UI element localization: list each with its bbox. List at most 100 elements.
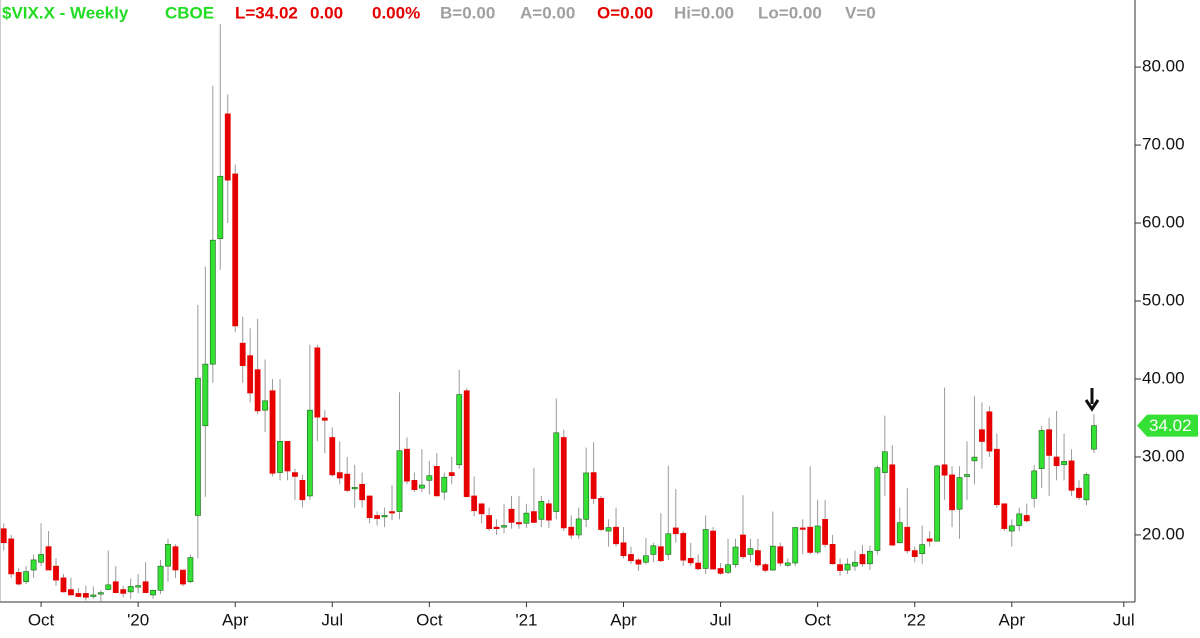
header: $VIX.X - Weekly CBOE L=34.02 0.00 0.00% B=0.0…: [2, 3, 876, 22]
price-tag-label: 34.02: [1149, 416, 1192, 435]
candle-body: [702, 529, 709, 569]
candle-body: [523, 512, 530, 524]
candle-body: [575, 518, 582, 536]
candle-body: [239, 342, 246, 367]
y-tick-label: 50.00: [1142, 290, 1185, 309]
candle-body: [695, 562, 702, 570]
candle-body: [68, 589, 74, 596]
candle-body: [1083, 474, 1090, 501]
x-tick-label: Oct: [28, 610, 55, 629]
candle-body: [82, 593, 89, 598]
header-item: B=0.00: [440, 3, 495, 22]
candle-body: [710, 530, 717, 570]
candle-body: [135, 585, 142, 588]
candle-body: [23, 571, 30, 583]
candle-body: [232, 173, 239, 327]
candle-body: [896, 522, 903, 544]
candle-body: [1023, 515, 1030, 522]
candle-body: [680, 533, 687, 561]
candle-body: [254, 369, 261, 412]
header-item: Lo=0.00: [758, 3, 822, 22]
x-tick-label: Jul: [710, 610, 732, 629]
candle-body: [1046, 429, 1053, 456]
candle-body: [441, 476, 448, 493]
header-item: CBOE: [165, 3, 214, 22]
candle-body: [262, 400, 268, 411]
candle-body: [381, 515, 388, 518]
candle-body: [433, 466, 440, 497]
candle-body: [1031, 470, 1038, 499]
candle-body: [194, 377, 201, 516]
candle-body: [1068, 460, 1075, 491]
candle-body: [463, 390, 470, 498]
candle-body: [306, 409, 313, 497]
candle-body: [292, 472, 298, 477]
candle-body: [15, 572, 22, 585]
candle-body: [919, 544, 926, 554]
candle-body: [486, 515, 492, 529]
candle-body: [964, 474, 970, 477]
x-tick-label: Apr: [999, 610, 1026, 629]
candle-body: [1061, 461, 1067, 466]
candle-body: [112, 581, 119, 593]
header-item: A=0.00: [520, 3, 575, 22]
candle-body: [956, 477, 963, 510]
candle-body: [762, 564, 769, 571]
candle-body: [904, 526, 911, 552]
candle-body: [30, 559, 37, 571]
candle-body: [127, 586, 134, 593]
candle-body: [321, 417, 328, 421]
candle-body: [471, 495, 478, 512]
candle-body: [822, 519, 829, 545]
candle-body: [366, 495, 373, 519]
candle-body: [1008, 525, 1015, 532]
y-tick-label: 80.00: [1142, 57, 1185, 76]
candle-body: [807, 526, 814, 553]
candle-body: [389, 511, 395, 514]
candle-body: [844, 563, 851, 571]
x-tick-label: Apr: [610, 610, 637, 629]
x-tick-label: Apr: [222, 610, 249, 629]
candle-body: [792, 527, 799, 564]
candle-body: [418, 484, 425, 489]
candle-body: [448, 472, 455, 476]
candle-body: [852, 562, 858, 567]
candle-body: [949, 474, 955, 511]
candle-body: [657, 546, 664, 562]
candle-body: [493, 526, 500, 529]
header-item: 0.00%: [372, 3, 420, 22]
candle-body: [501, 525, 507, 528]
candle-body: [672, 527, 679, 535]
candle-body: [613, 526, 619, 545]
candle-body: [560, 437, 567, 529]
candle-body: [1076, 487, 1082, 498]
candle-body: [351, 487, 358, 490]
candle-body: [142, 581, 149, 593]
candle-body: [478, 503, 485, 515]
candle-body: [814, 525, 821, 553]
header-item: $VIX.X - Weekly: [2, 3, 129, 22]
candle-body: [8, 538, 15, 575]
candle-body: [829, 543, 836, 565]
candle-body: [209, 239, 216, 365]
x-tick-label: Oct: [416, 610, 443, 629]
candle-body: [635, 559, 642, 565]
candle-body: [202, 363, 209, 427]
candle-body: [971, 456, 978, 462]
candle-body: [224, 113, 231, 181]
candle-body: [38, 554, 44, 563]
candle-body: [1016, 513, 1023, 526]
y-tick-label: 20.00: [1142, 524, 1185, 543]
candle-body: [1053, 456, 1060, 467]
candle-body: [97, 592, 104, 595]
marker-arrow: [1084, 388, 1100, 412]
candle-body: [105, 584, 112, 590]
candle-body: [359, 483, 366, 501]
candle-body: [993, 448, 1000, 506]
candle-body: [217, 175, 224, 239]
candle-body: [374, 515, 380, 519]
header-item: L=34.02: [235, 3, 298, 22]
candle-body: [187, 557, 194, 583]
